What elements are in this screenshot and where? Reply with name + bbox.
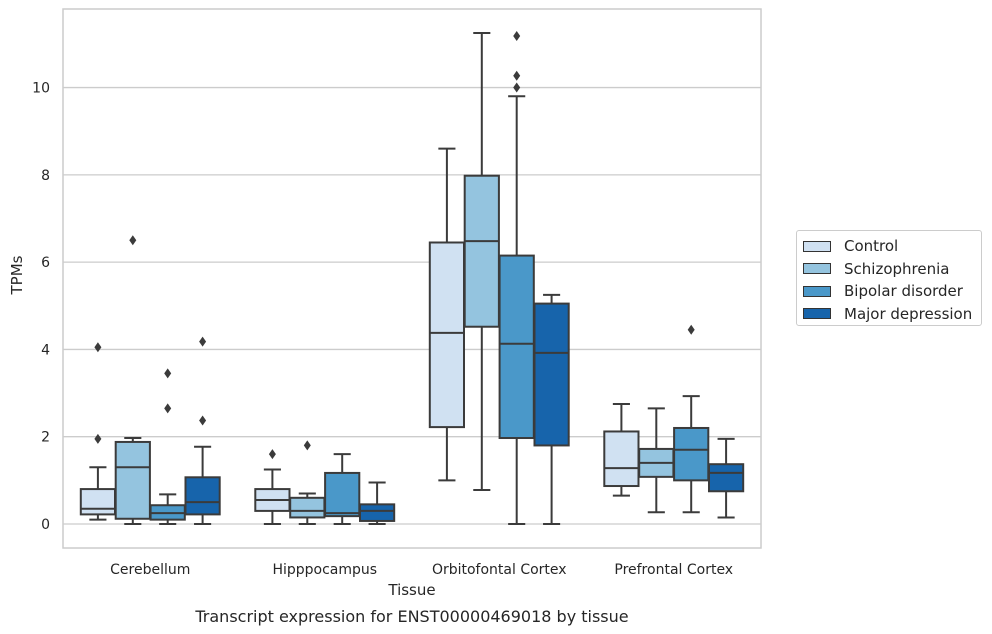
box — [358, 503, 396, 522]
box-series — [79, 31, 745, 525]
box — [428, 241, 466, 429]
x-tick-label: Orbitofontal Cortex — [432, 562, 567, 578]
legend-label: Control — [844, 237, 899, 256]
chart-title: Transcript expression for ENST0000046901… — [194, 607, 628, 626]
outlier-point — [513, 70, 521, 81]
legend-item-schizophrenia: Schizophrenia — [803, 258, 981, 281]
outlier-point — [164, 368, 172, 379]
outlier-point — [687, 324, 695, 335]
y-tick-label: 6 — [41, 255, 50, 271]
legend-swatch — [803, 308, 831, 320]
y-axis-label: TPMs — [8, 255, 26, 295]
y-tick-label: 10 — [32, 81, 50, 97]
outlier-point — [94, 342, 102, 353]
outlier-point — [199, 415, 207, 426]
outlier-point — [164, 403, 172, 414]
x-tick-label: Hipppocampus — [272, 562, 377, 578]
legend-item-major-depression: Major depression — [803, 303, 981, 326]
y-tick-label: 8 — [41, 168, 50, 184]
outlier-point — [513, 31, 521, 42]
legend-label: Schizophrenia — [844, 259, 950, 278]
y-tick-label: 2 — [41, 430, 50, 446]
box — [603, 430, 640, 488]
outlier-point — [268, 449, 276, 460]
x-tick-label: Prefrontal Cortex — [614, 562, 733, 578]
box — [289, 496, 326, 519]
legend-item-bipolar-disorder: Bipolar disorder — [803, 280, 981, 303]
legend-item-control: Control — [803, 235, 981, 258]
y-tick-label: 0 — [41, 517, 50, 533]
box — [324, 471, 361, 518]
outlier-point — [129, 235, 137, 246]
legend-label: Bipolar disorder — [844, 282, 963, 301]
legend-swatch — [803, 263, 831, 275]
outlier-point — [303, 440, 311, 451]
box — [533, 302, 570, 447]
box — [463, 174, 500, 328]
legend-swatch — [803, 240, 831, 252]
y-tick-labels: 0 2 4 6 8 10 — [32, 81, 50, 533]
x-axis-label: Tissue — [387, 581, 435, 599]
y-tick-label: 4 — [41, 342, 50, 358]
outlier-point — [513, 82, 521, 93]
grid-lines — [63, 86, 761, 525]
outlier-point — [199, 336, 207, 347]
outlier-point — [94, 433, 102, 444]
x-tick-labels: Cerebellum Hipppocampus Orbitofontal Corte… — [110, 562, 733, 578]
box — [184, 476, 221, 516]
legend-label: Major depression — [844, 304, 973, 323]
legend-swatch — [803, 285, 831, 297]
box — [673, 426, 710, 482]
box — [79, 488, 117, 516]
box — [114, 440, 151, 520]
box — [707, 463, 745, 493]
plot-frame — [62, 8, 762, 549]
x-tick-label: Cerebellum — [110, 562, 190, 578]
box — [498, 254, 535, 440]
legend: Control Schizophrenia Bipolar disorder M… — [796, 230, 982, 326]
